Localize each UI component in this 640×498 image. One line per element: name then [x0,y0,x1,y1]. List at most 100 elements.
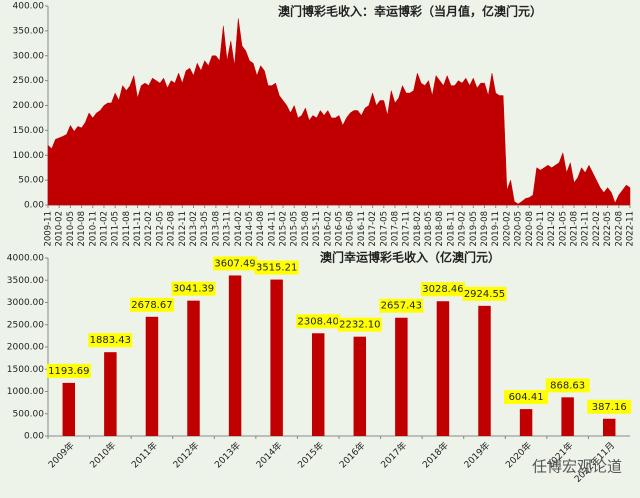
value-label-box [213,256,258,271]
value-label: 3515.21 [256,263,297,274]
y-tick-label: 3000.00 [7,298,44,308]
x-tick-label: 2011年 [129,439,160,470]
x-tick-label: 2019-08 [480,211,490,247]
x-tick-label: 2010-11 [88,211,98,247]
x-tick-label: 2016-08 [346,211,356,247]
chart-title: 澳门博彩毛收入：幸运博彩（当月值，亿澳门元） [278,4,542,19]
y-tick-label: 1000.00 [7,387,44,397]
y-tick-label: 500.00 [13,409,45,419]
value-label-box [296,314,341,329]
x-tick-label: 2016-11 [357,211,367,247]
x-tick-label: 2012-05 [155,211,165,247]
x-tick-label: 2021-05 [558,211,568,247]
x-tick-label: 2014-08 [256,211,266,247]
x-tick-label: 2018-05 [424,211,434,247]
x-tick-label: 2011-05 [111,211,121,247]
y-tick-label: 100.00 [13,151,45,161]
x-tick-label: 2018-08 [435,211,445,247]
value-label: 2308.40 [298,316,339,327]
x-tick-label: 2018-11 [446,211,456,247]
value-label: 2924.55 [464,289,505,300]
bar [145,316,159,436]
value-label-box [254,260,299,275]
x-tick-label: 2018-02 [413,211,423,247]
x-tick-label: 2016-05 [335,211,345,247]
area [47,18,631,206]
x-tick-label: 2018年 [420,439,451,470]
y-tick-label: 300.00 [13,51,45,61]
x-tick-label: 2022-05 [603,211,613,247]
bar [228,275,242,436]
x-tick-label: 2012年 [170,439,201,470]
x-tick-label: 2015-05 [290,211,300,247]
bar [561,397,574,436]
x-tick-label: 2014-02 [234,211,244,247]
x-tick-label: 2022-02 [592,211,602,247]
x-tick-label: 2013-11 [223,211,233,247]
value-label: 1883.43 [90,335,131,346]
x-tick-label: 2009-11 [44,211,54,247]
x-tick-label: 2010-02 [55,211,65,247]
bar [311,333,325,436]
y-tick-label: 400.00 [13,2,45,12]
x-tick-label: 2014-11 [267,211,277,247]
x-tick-label: 2020-11 [536,211,546,247]
x-tick-label: 2010-08 [77,211,87,247]
value-label: 868.63 [550,380,585,391]
x-tick-label: 2020-05 [514,211,524,247]
x-tick-label: 2017-11 [402,211,412,247]
watermark: 任博宏观论道 [532,458,622,476]
x-tick-label: 2020年 [503,439,534,470]
value-label-box [462,286,507,301]
bar [602,418,616,436]
y-tick-label: 200.00 [13,101,45,111]
x-tick-label: 2016年 [337,439,368,470]
bar [436,301,450,436]
y-tick-label: 0.00 [24,432,44,442]
value-label-box [420,282,465,297]
value-label-box [46,363,91,378]
x-tick-label: 2012-08 [167,211,177,247]
x-tick-label: 2020-02 [502,211,512,247]
bar [478,305,491,436]
x-tick-label: 2009年 [46,439,77,470]
value-label-box [587,399,632,414]
x-tick-label: 2021-11 [581,211,591,247]
value-label: 387.16 [592,402,627,413]
x-tick-label: 2014-05 [245,211,255,247]
x-tick-label: 2014年 [253,439,284,470]
x-tick-label: 2016-02 [323,211,333,247]
x-tick-label: 2013-05 [200,211,210,247]
value-label: 2232.10 [339,320,380,331]
bar [104,352,117,436]
value-label-box [379,298,424,313]
value-label-box [545,378,590,393]
value-label: 2657.43 [381,301,422,312]
x-tick-label: 2015-08 [301,211,311,247]
x-tick-label: 2017-02 [368,211,378,247]
value-label-box [504,390,549,405]
value-label-box [337,317,382,332]
x-tick-label: 2013-08 [211,211,221,247]
x-tick-label: 2020-08 [525,211,535,247]
y-tick-label: 50.00 [18,176,44,186]
bar [519,409,533,436]
bar [187,300,200,436]
y-tick-label: 250.00 [13,76,45,86]
x-tick-label: 2021-08 [570,211,580,247]
value-label-box [171,281,216,296]
value-label: 1193.69 [48,366,89,377]
value-label-box [129,297,174,312]
x-tick-label: 2010年 [87,439,118,470]
value-label-box [88,333,133,348]
x-tick-label: 2012-02 [144,211,154,247]
y-tick-label: 4000.00 [7,254,44,264]
y-tick-label: 3500.00 [7,276,44,286]
value-label: 3607.49 [214,258,255,269]
x-tick-label: 2015-02 [279,211,289,247]
value-label: 3041.39 [173,284,214,295]
value-label: 604.41 [509,392,544,403]
bar [270,279,283,436]
